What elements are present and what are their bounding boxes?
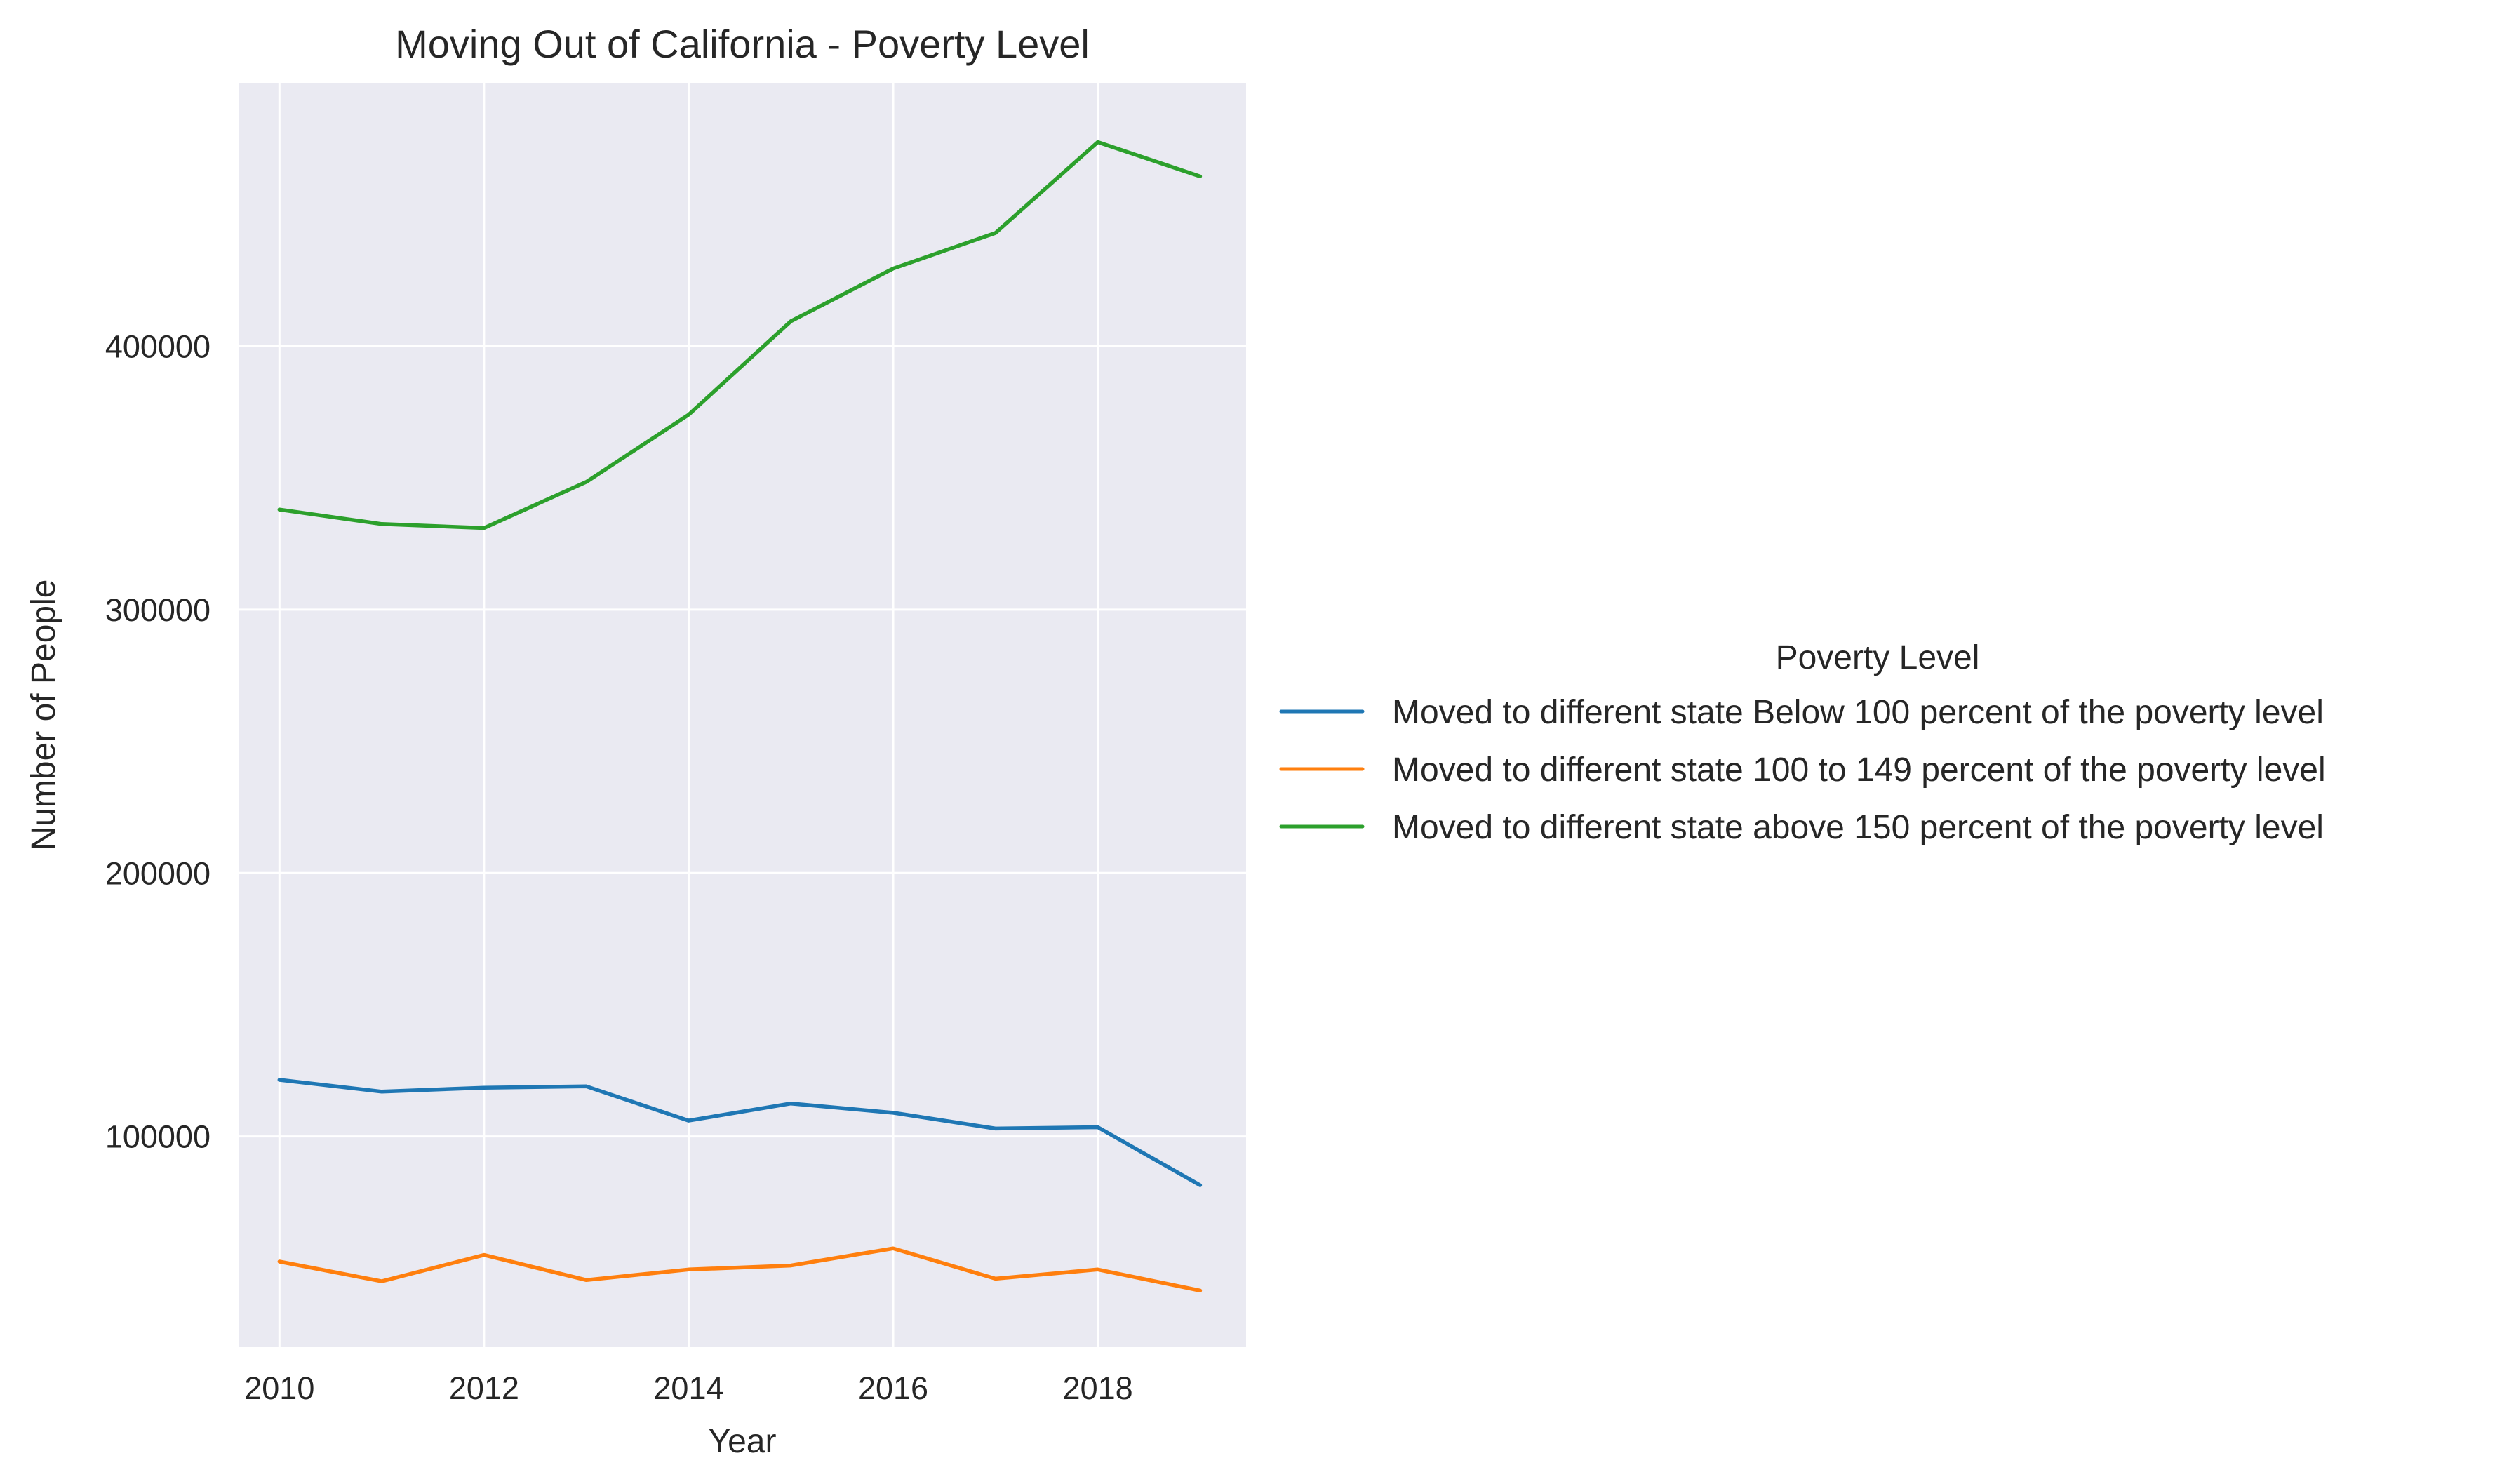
legend-label-below-100: Moved to different state Below 100 perce… [1392,694,2324,731]
x-tick-label-2010: 2010 [244,1370,314,1406]
series-line-1 [277,1246,1203,1293]
x-ticks: 2010 2012 2014 2016 2018 [244,1370,1132,1406]
grid-lines [239,83,1246,1347]
y-tick-label-300000: 300000 [105,592,210,628]
x-axis-label: Year [709,1423,777,1460]
x-tick-label-2014: 2014 [653,1370,723,1406]
plot-area [239,83,1246,1347]
x-tick-label-2016: 2016 [858,1370,928,1406]
y-tick-label-400000: 400000 [105,328,210,364]
chart-title: Moving Out of California - Poverty Level [395,22,1090,66]
legend: Poverty Level Moved to different state B… [1279,639,2326,846]
series-layer [277,140,1203,1293]
y-tick-label-100000: 100000 [105,1119,210,1155]
legend-label-above-150: Moved to different state above 150 perce… [1392,809,2324,846]
y-ticks: 100000 200000 300000 400000 [105,328,210,1154]
x-tick-label-2018: 2018 [1063,1370,1133,1406]
x-tick-label-2012: 2012 [449,1370,519,1406]
y-tick-label-200000: 200000 [105,855,210,891]
series-line-0 [277,1078,1203,1187]
y-axis-label: Number of People [25,580,62,851]
legend-label-100-to-149: Moved to different state 100 to 149 perc… [1392,751,2326,789]
legend-title: Poverty Level [1776,639,1980,676]
series-line-2 [277,140,1203,530]
